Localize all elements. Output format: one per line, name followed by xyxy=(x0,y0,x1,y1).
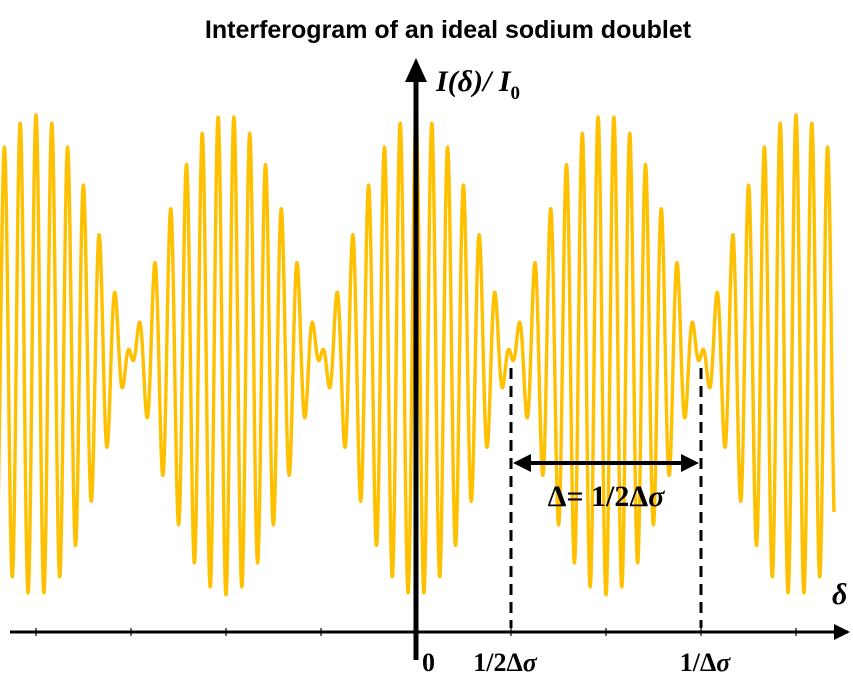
x-axis-label: δ xyxy=(832,578,847,611)
y-axis-arrow xyxy=(405,58,427,82)
x-axis-minor-ticks xyxy=(35,628,797,636)
period-arrow-head-right xyxy=(681,454,699,472)
x-tick-label-zero: 0 xyxy=(422,648,435,677)
chart-title: Interferogram of an ideal sodium doublet xyxy=(205,16,692,44)
x-tick-label-half-period: 1/2Δσ xyxy=(473,648,538,677)
y-axis-label: I(δ)/ I0 xyxy=(435,65,520,104)
annotation-marks xyxy=(509,368,703,628)
period-annotation-label: Δ= 1/2Δσ xyxy=(548,480,666,513)
period-arrow-head-left xyxy=(513,454,531,472)
x-tick-label-period: 1/Δσ xyxy=(680,648,732,677)
x-axis-arrow xyxy=(834,624,850,640)
